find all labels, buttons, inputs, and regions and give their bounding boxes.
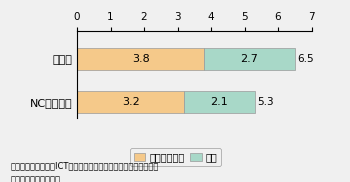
Text: （出典）「我が国のICT分野の主要製品・部品における要素技術: （出典）「我が国のICT分野の主要製品・部品における要素技術 bbox=[10, 161, 159, 170]
Text: 2.7: 2.7 bbox=[240, 54, 258, 64]
Bar bbox=[77, 48, 204, 70]
Text: に関する調査研究」: に関する調査研究」 bbox=[10, 176, 61, 182]
Bar bbox=[204, 48, 295, 70]
Text: 5.3: 5.3 bbox=[257, 97, 273, 107]
Text: 3.8: 3.8 bbox=[132, 54, 149, 64]
Text: 2.1: 2.1 bbox=[210, 97, 228, 107]
Bar bbox=[77, 91, 184, 113]
Legend: 決定的に重要, 重要: 決定的に重要, 重要 bbox=[130, 148, 221, 166]
Bar bbox=[184, 91, 254, 113]
Text: 6.5: 6.5 bbox=[297, 54, 314, 64]
Text: 3.2: 3.2 bbox=[122, 97, 139, 107]
